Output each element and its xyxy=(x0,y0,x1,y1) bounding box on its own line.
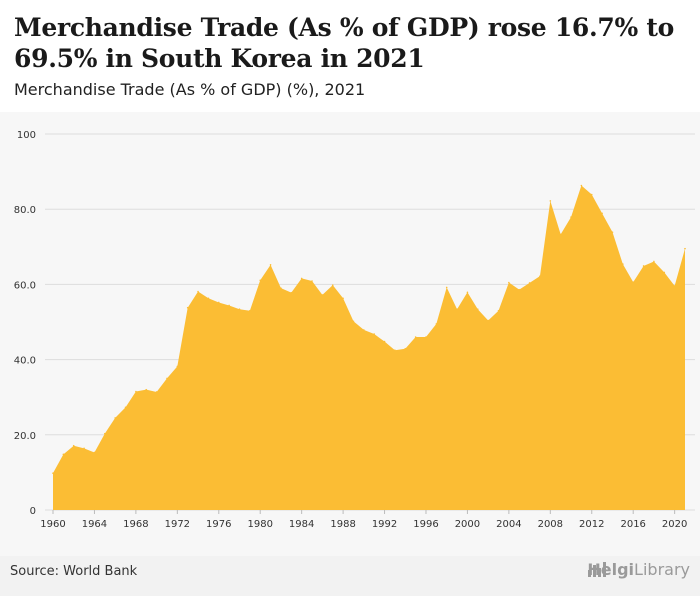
x-tick-label: 2000 xyxy=(455,519,480,530)
data-point xyxy=(186,306,189,309)
data-point xyxy=(435,323,438,325)
data-point xyxy=(228,304,230,307)
data-point xyxy=(404,347,407,350)
data-point xyxy=(642,265,645,267)
data-point xyxy=(528,282,531,284)
data-point xyxy=(425,336,427,338)
data-point xyxy=(601,212,603,215)
data-point xyxy=(466,291,469,294)
y-tick-label: 80.0 xyxy=(14,205,36,216)
x-tick-label: 2008 xyxy=(538,519,563,530)
data-point xyxy=(290,291,293,294)
data-point xyxy=(176,365,179,368)
data-point xyxy=(331,284,334,286)
y-tick-label: 100 xyxy=(17,130,36,141)
x-tick-label: 1960 xyxy=(40,519,65,530)
x-tick-label: 2016 xyxy=(620,519,645,530)
source-note: Source: World Bank xyxy=(10,564,138,579)
data-point xyxy=(321,294,324,296)
data-point xyxy=(269,264,272,266)
data-point xyxy=(217,301,220,304)
data-point xyxy=(311,280,313,282)
data-point xyxy=(570,216,572,218)
data-point xyxy=(590,193,593,196)
data-point xyxy=(104,432,106,435)
data-point xyxy=(559,233,562,236)
data-point xyxy=(342,297,344,300)
y-tick-label: 0 xyxy=(30,506,36,517)
data-point xyxy=(373,333,375,335)
data-point xyxy=(383,340,386,343)
data-point xyxy=(166,377,168,380)
data-point xyxy=(684,247,686,250)
data-point xyxy=(580,184,583,187)
data-point xyxy=(518,288,521,291)
data-point xyxy=(155,391,158,393)
data-point xyxy=(549,200,552,202)
series-area xyxy=(53,185,685,510)
data-point xyxy=(394,349,396,352)
bar-chart-icon xyxy=(588,562,607,577)
data-point xyxy=(487,319,489,322)
data-point xyxy=(238,308,241,311)
data-point xyxy=(249,309,251,312)
x-tick-label: 1984 xyxy=(289,519,314,530)
y-tick-label: 40.0 xyxy=(14,356,36,367)
data-point xyxy=(456,308,458,311)
data-point xyxy=(62,453,65,456)
data-point xyxy=(300,277,303,280)
x-tick-label: 2020 xyxy=(662,519,687,530)
data-point xyxy=(352,320,355,323)
x-tick-label: 1964 xyxy=(82,519,107,530)
data-point xyxy=(622,263,624,265)
data-point xyxy=(673,285,676,287)
chart-subtitle: Merchandise Trade (As % of GDP) (%), 202… xyxy=(14,80,366,99)
x-tick-label: 1992 xyxy=(372,519,397,530)
x-tick-label: 1968 xyxy=(123,519,148,530)
data-point xyxy=(632,281,634,283)
data-point xyxy=(363,329,365,331)
header: Merchandise Trade (As % of GDP) rose 16.… xyxy=(0,0,700,112)
data-point xyxy=(280,287,282,289)
x-tick-label: 1976 xyxy=(206,519,231,530)
data-point xyxy=(259,279,262,282)
data-point xyxy=(135,390,137,393)
x-tick-label: 1988 xyxy=(330,519,355,530)
data-point xyxy=(93,451,96,454)
data-point xyxy=(611,231,614,233)
y-tick-label: 20.0 xyxy=(14,431,36,442)
data-point xyxy=(497,309,500,312)
x-tick-label: 1996 xyxy=(413,519,438,530)
data-point xyxy=(508,281,510,284)
data-point xyxy=(114,417,116,419)
y-tick-label: 60.0 xyxy=(14,280,36,291)
data-point xyxy=(207,297,210,300)
x-tick-label: 1972 xyxy=(165,519,190,530)
data-point xyxy=(83,447,85,450)
data-point xyxy=(124,406,127,409)
data-point xyxy=(539,275,541,277)
data-point xyxy=(145,388,148,391)
helgi-library-logo[interactable]: HelgiLibrary xyxy=(587,560,690,579)
data-point xyxy=(72,444,75,447)
x-tick-label: 2012 xyxy=(579,519,604,530)
chart-title: Merchandise Trade (As % of GDP) rose 16.… xyxy=(14,13,674,73)
data-point xyxy=(197,290,199,293)
data-point xyxy=(445,286,448,289)
data-point xyxy=(476,308,479,311)
data-point xyxy=(414,336,417,338)
x-tick-label: 1980 xyxy=(247,519,272,530)
data-point xyxy=(653,260,655,263)
area-chart: 0 20.0 40.0 60.0 80.0 100 1960 1964 1968 1972 1976… xyxy=(14,130,695,530)
data-point xyxy=(52,472,54,474)
data-point xyxy=(663,271,666,274)
x-tick-label: 2004 xyxy=(496,519,521,530)
